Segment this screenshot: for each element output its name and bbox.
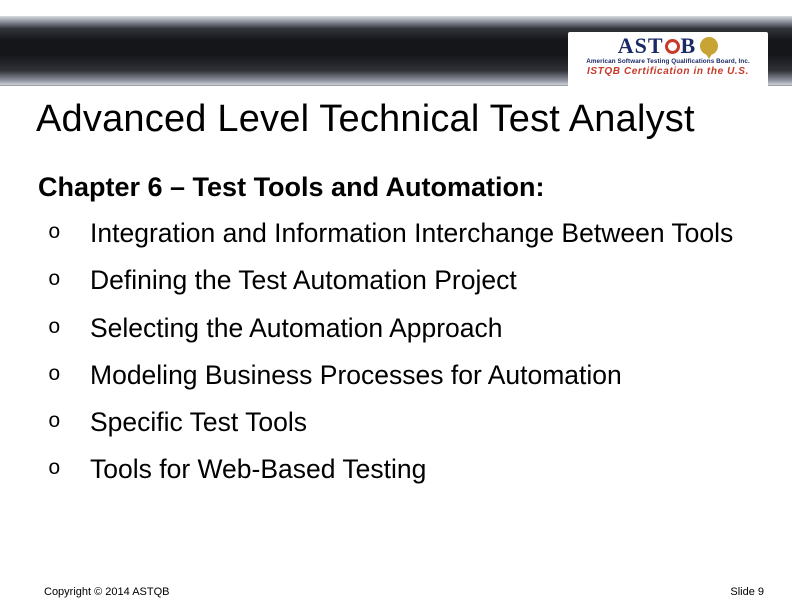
footer: Copyright © 2014 ASTQB Slide 9	[44, 586, 764, 598]
brand-logo-text: ASTB	[574, 35, 762, 57]
logo-seal-icon	[700, 37, 718, 55]
list-item: Tools for Web-Based Testing	[48, 454, 752, 485]
bullet-list: Integration and Information Interchange …	[48, 218, 752, 502]
list-item: Specific Test Tools	[48, 407, 752, 438]
brand-subline: American Software Testing Qualifications…	[574, 58, 762, 65]
list-item: Selecting the Automation Approach	[48, 313, 752, 344]
list-item: Integration and Information Interchange …	[48, 218, 752, 249]
copyright-text: Copyright © 2014 ASTQB	[44, 586, 170, 598]
slide: ASTB American Software Testing Qualifica…	[0, 0, 792, 612]
slide-subtitle: Chapter 6 – Test Tools and Automation:	[38, 172, 545, 203]
slide-number: Slide 9	[730, 586, 764, 598]
slide-title: Advanced Level Technical Test Analyst	[36, 98, 695, 141]
logo-ring-icon	[665, 39, 680, 54]
brand-logo: ASTB American Software Testing Qualifica…	[568, 32, 768, 92]
list-item: Modeling Business Processes for Automati…	[48, 360, 752, 391]
header-band: ASTB American Software Testing Qualifica…	[0, 16, 792, 86]
list-item: Defining the Test Automation Project	[48, 265, 752, 296]
brand-tagline: ISTQB Certification in the U.S.	[574, 66, 762, 77]
